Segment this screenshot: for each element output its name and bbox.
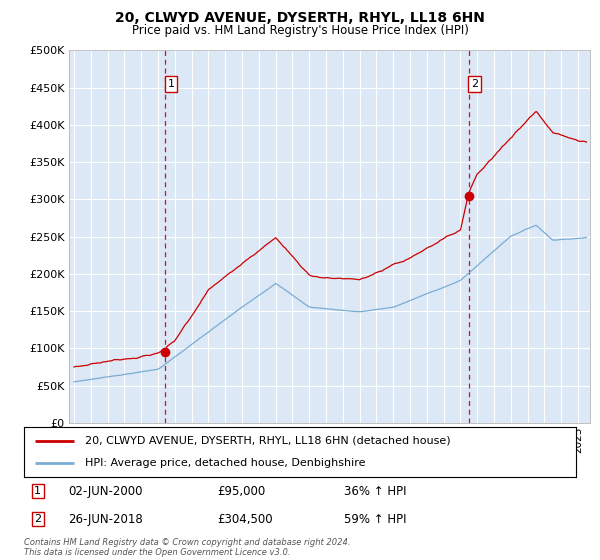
Text: 2: 2 — [471, 79, 478, 89]
Text: 59% ↑ HPI: 59% ↑ HPI — [344, 512, 407, 526]
Text: HPI: Average price, detached house, Denbighshire: HPI: Average price, detached house, Denb… — [85, 458, 365, 468]
Text: 2: 2 — [34, 514, 41, 524]
Text: 26-JUN-2018: 26-JUN-2018 — [68, 512, 143, 526]
Text: 36% ↑ HPI: 36% ↑ HPI — [344, 484, 407, 498]
Text: 20, CLWYD AVENUE, DYSERTH, RHYL, LL18 6HN (detached house): 20, CLWYD AVENUE, DYSERTH, RHYL, LL18 6H… — [85, 436, 451, 446]
Text: 02-JUN-2000: 02-JUN-2000 — [68, 484, 143, 498]
Text: £304,500: £304,500 — [217, 512, 273, 526]
Text: 20, CLWYD AVENUE, DYSERTH, RHYL, LL18 6HN: 20, CLWYD AVENUE, DYSERTH, RHYL, LL18 6H… — [115, 11, 485, 25]
Text: £95,000: £95,000 — [217, 484, 265, 498]
Text: Contains HM Land Registry data © Crown copyright and database right 2024.
This d: Contains HM Land Registry data © Crown c… — [24, 538, 350, 557]
Text: 1: 1 — [167, 79, 175, 89]
Text: Price paid vs. HM Land Registry's House Price Index (HPI): Price paid vs. HM Land Registry's House … — [131, 24, 469, 36]
Text: 1: 1 — [34, 486, 41, 496]
